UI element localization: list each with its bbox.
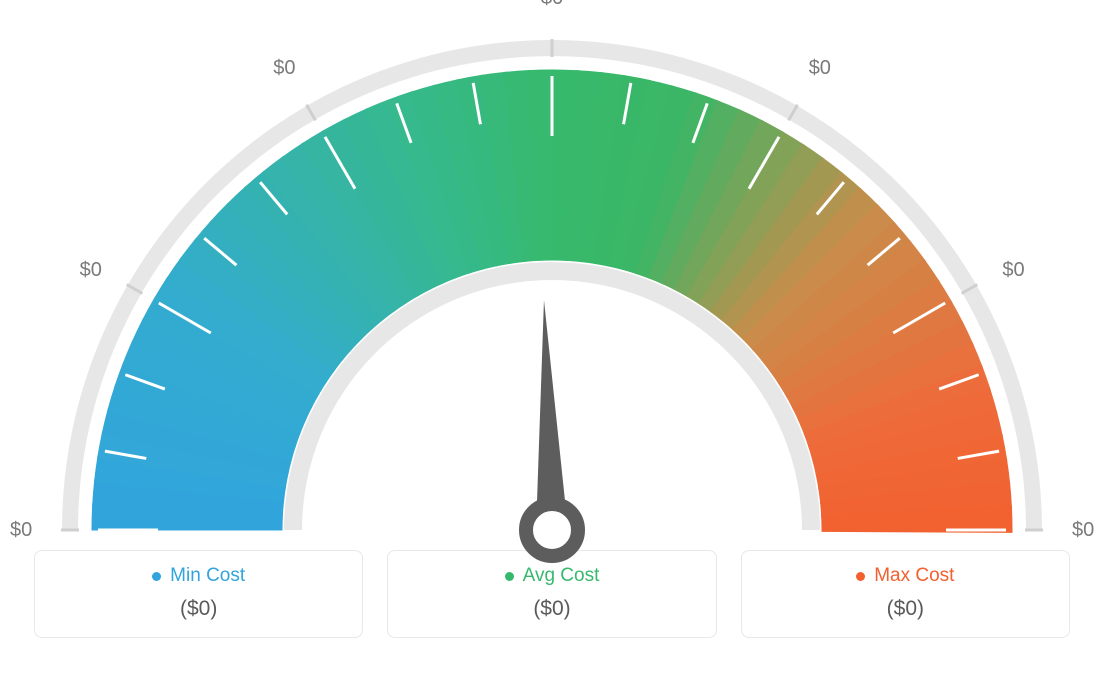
- gauge-tick-label: $0: [10, 519, 32, 542]
- legend-value: ($0): [742, 597, 1069, 621]
- gauge-needle: [536, 300, 568, 530]
- gauge-tick-label: $0: [541, 0, 563, 10]
- legend-value: ($0): [35, 597, 362, 621]
- gauge-tick-label: $0: [809, 57, 831, 80]
- legend-dot-icon: [856, 572, 865, 581]
- gauge-needle-hub: [526, 504, 578, 556]
- gauge-tick-label: $0: [1072, 519, 1094, 542]
- gauge-tick-label: $0: [273, 57, 295, 80]
- gauge-area: $0 $0 $0 $0 $0 $0 $0: [0, 0, 1104, 560]
- cost-gauge-container: $0$0$0$0$0$0$0 Min Cost($0)Avg Cost($0)M…: [0, 0, 1104, 690]
- gauge-svg: [22, 10, 1082, 570]
- legend-value: ($0): [388, 597, 715, 621]
- gauge-tick-label: $0: [1002, 259, 1024, 282]
- legend-dot-icon: [505, 572, 514, 581]
- legend-dot-icon: [152, 572, 161, 581]
- gauge-tick-label: $0: [80, 259, 102, 282]
